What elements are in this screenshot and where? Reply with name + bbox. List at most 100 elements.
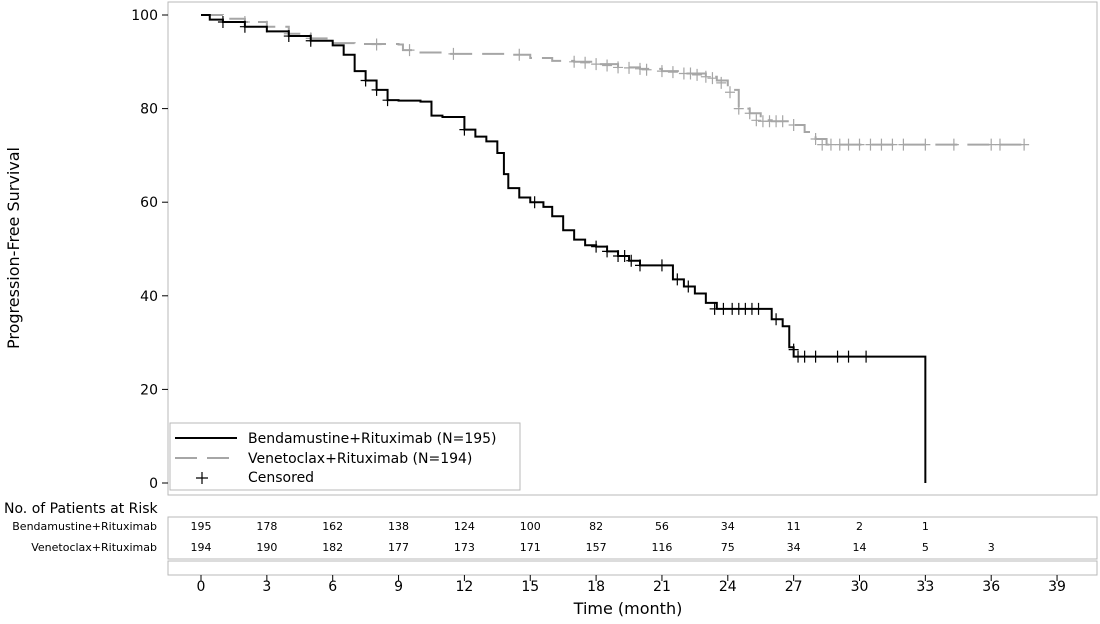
risk-count: 195 [191,520,212,533]
risk-table-title: No. of Patients at Risk [4,501,159,517]
legend-label-censored: Censored [248,470,314,486]
risk-count: 14 [853,541,867,554]
survival-curves [201,14,1030,483]
risk-count: 182 [322,541,343,554]
x-tick-label: 3 [262,579,271,595]
curve-venetoclax-rituximab [201,14,1025,146]
censor-mark [305,34,316,47]
censor-mark [865,138,876,151]
censor-mark [920,138,931,151]
risk-table-frame [167,516,1098,560]
x-tick-label: 36 [982,579,1000,595]
x-tick-label: 6 [328,579,337,595]
censor-mark [283,30,294,43]
legend-label-venetoclax: Venetoclax+Rituximab (N=194) [248,451,472,467]
censor-mark [733,102,744,115]
censor-mark [667,66,678,79]
x-axis-frame [167,560,1098,576]
censor-mark [854,138,865,151]
x-tick-label: 27 [785,579,803,595]
risk-count: 5 [922,541,929,554]
censor-mark [448,47,459,60]
x-tick-label: 9 [394,579,403,595]
censor-mark [1019,138,1030,151]
risk-count: 100 [520,520,541,533]
y-axis: 0 20 40 60 80 100 [131,8,168,492]
x-tick-label: 15 [521,579,539,595]
risk-count: 190 [256,541,277,554]
censor-mark [825,138,836,151]
censor-mark [371,38,382,51]
y-tick-label: 40 [140,289,158,305]
risk-count: 82 [589,520,603,533]
censor-mark [810,350,821,363]
risk-count: 157 [586,541,607,554]
legend-label-bendamustine: Bendamustine+Rituximab (N=195) [248,431,497,447]
censor-mark [602,245,613,258]
x-axis: 0 3 6 9 12 15 18 21 24 27 30 33 36 39 [197,575,1066,595]
y-tick-label: 60 [140,195,158,211]
censor-mark [994,138,1005,151]
censor-mark [709,302,720,315]
censor-mark [459,123,470,136]
x-tick-label: 24 [719,579,737,595]
censor-mark [753,302,764,315]
risk-count: 178 [256,520,277,533]
censor-mark [832,350,843,363]
plot-frame [167,1,1098,496]
censor-mark [619,250,630,263]
censor-mark [744,107,755,120]
risk-count: 1 [922,520,929,533]
y-tick-label: 80 [140,102,158,118]
censor-mark [810,133,821,146]
censor-mark [371,83,382,96]
risk-count: 138 [388,520,409,533]
censor-mark [217,16,228,29]
curve-bendamustine-rituximab [201,14,927,483]
censor-mark [613,61,624,74]
risk-count: 162 [322,520,343,533]
censor-mark [724,86,735,99]
censor-mark [716,76,727,89]
censor-mark [683,280,694,293]
censor-mark [788,343,799,356]
censor-mark [700,70,711,83]
legend-censored-marker [196,472,208,484]
risk-count: 171 [520,541,541,554]
censor-mark [656,65,667,78]
censor-mark [718,302,729,315]
censor-mark [817,138,828,151]
legend: Bendamustine+Rituximab (N=195) Venetocla… [169,422,521,491]
censor-mark [777,115,788,128]
risk-table-rows: Bendamustine+Rituximab 195 178 162 138 124 100… [12,520,994,554]
censor-mark [843,350,854,363]
censor-mark [591,58,602,71]
x-tick-label: 39 [1048,579,1066,595]
risk-count: 194 [191,541,212,554]
censor-mark [861,350,872,363]
risk-count: 173 [454,541,475,554]
censor-mark [626,254,637,267]
censor-mark [834,138,845,151]
censor-mark [641,63,652,76]
censor-mark [986,138,997,151]
y-axis-title: Progression-Free Survival [4,147,23,349]
censor-mark [514,48,525,61]
censor-mark [360,74,371,87]
risk-row-label: Bendamustine+Rituximab [12,520,157,533]
censor-mark [692,68,703,81]
censor-mark [239,20,250,33]
x-tick-label: 30 [851,579,869,595]
censor-mark [887,138,898,151]
censor-mark [635,62,645,75]
risk-count: 124 [454,520,475,533]
censor-mark [656,259,667,272]
censor-mark [580,56,591,69]
risk-count: 3 [988,541,995,554]
x-tick-label: 33 [916,579,934,595]
y-tick-label: 20 [140,382,158,398]
censor-mark [751,114,762,127]
censor-mark [529,196,540,209]
x-tick-label: 0 [197,579,206,595]
